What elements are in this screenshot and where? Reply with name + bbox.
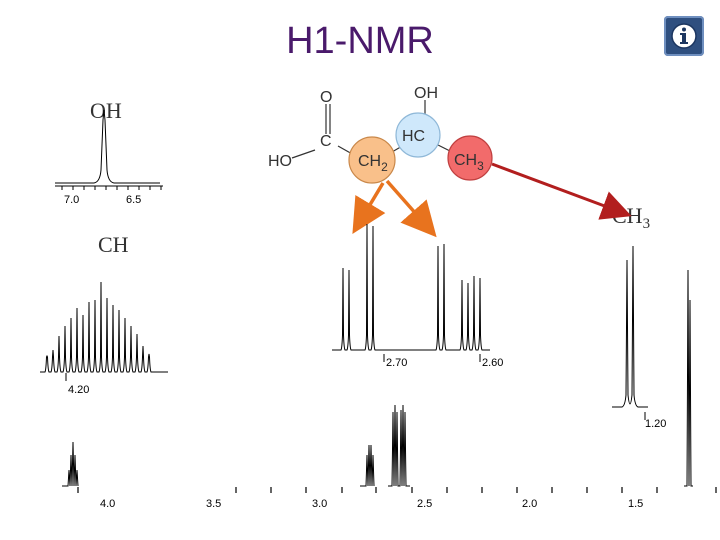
slide-title: H1-NMR	[286, 20, 434, 62]
bond-c-ho	[291, 149, 316, 159]
peak-ch2-b	[388, 404, 410, 487]
inset-ch3-tick: 1.20	[645, 418, 666, 430]
arrow-ch2-left	[352, 182, 386, 235]
peak-ch	[62, 441, 79, 487]
atom-c: C	[320, 133, 332, 150]
atom-ch3: CH3	[454, 152, 484, 173]
inset-ch2-tick-1: 2.70	[386, 357, 407, 369]
main-tick-3-5: 3.5	[206, 498, 221, 510]
main-axis-ticks	[77, 487, 717, 493]
inset-ch3: 1.20	[612, 245, 666, 430]
atom-o: O	[320, 89, 332, 106]
label-ch: CH	[98, 232, 129, 257]
arrow-ch3	[491, 162, 632, 220]
main-spectrum: 4.0 3.5 3.0 2.5 2.0 1.5	[62, 269, 717, 510]
label-ch3-sub: 3	[642, 216, 651, 232]
hc-highlight	[395, 112, 441, 158]
atom-ch2: CH2	[358, 153, 388, 174]
inset-ch2-tick-2: 2.60	[482, 357, 503, 369]
molecule-diagram: O C HO OH HC CH2 CH3	[268, 85, 493, 184]
inset-oh-tick-2: 6.5	[126, 194, 141, 206]
label-oh: OH	[90, 98, 122, 123]
ch-multiplet-trace	[40, 281, 168, 373]
inset-oh: 7.0 6.5	[55, 109, 163, 206]
ch2-multiplet-trace	[332, 223, 490, 351]
info-button[interactable]	[664, 16, 704, 56]
inset-ch: 4.20	[40, 281, 168, 396]
arrow-ch2-right	[385, 179, 437, 238]
inset-oh-tick-1: 7.0	[64, 194, 79, 206]
info-icon	[671, 23, 697, 49]
peak-ch2-a	[360, 444, 375, 487]
main-tick-4-0: 4.0	[100, 498, 115, 510]
inset-ch2: 2.70 2.60	[332, 223, 503, 369]
atom-oh: OH	[414, 85, 438, 102]
atom-hc: HC	[402, 128, 425, 145]
main-tick-1-5: 1.5	[628, 498, 643, 510]
main-tick-2-0: 2.0	[522, 498, 537, 510]
ch3-highlight	[447, 135, 493, 181]
atom-ho: HO	[268, 153, 292, 170]
peak-ch3	[684, 269, 693, 487]
inset-ch-tick: 4.20	[68, 384, 89, 396]
main-tick-2-5: 2.5	[417, 498, 432, 510]
ch2-highlight	[348, 136, 396, 184]
main-tick-3-0: 3.0	[312, 498, 327, 510]
